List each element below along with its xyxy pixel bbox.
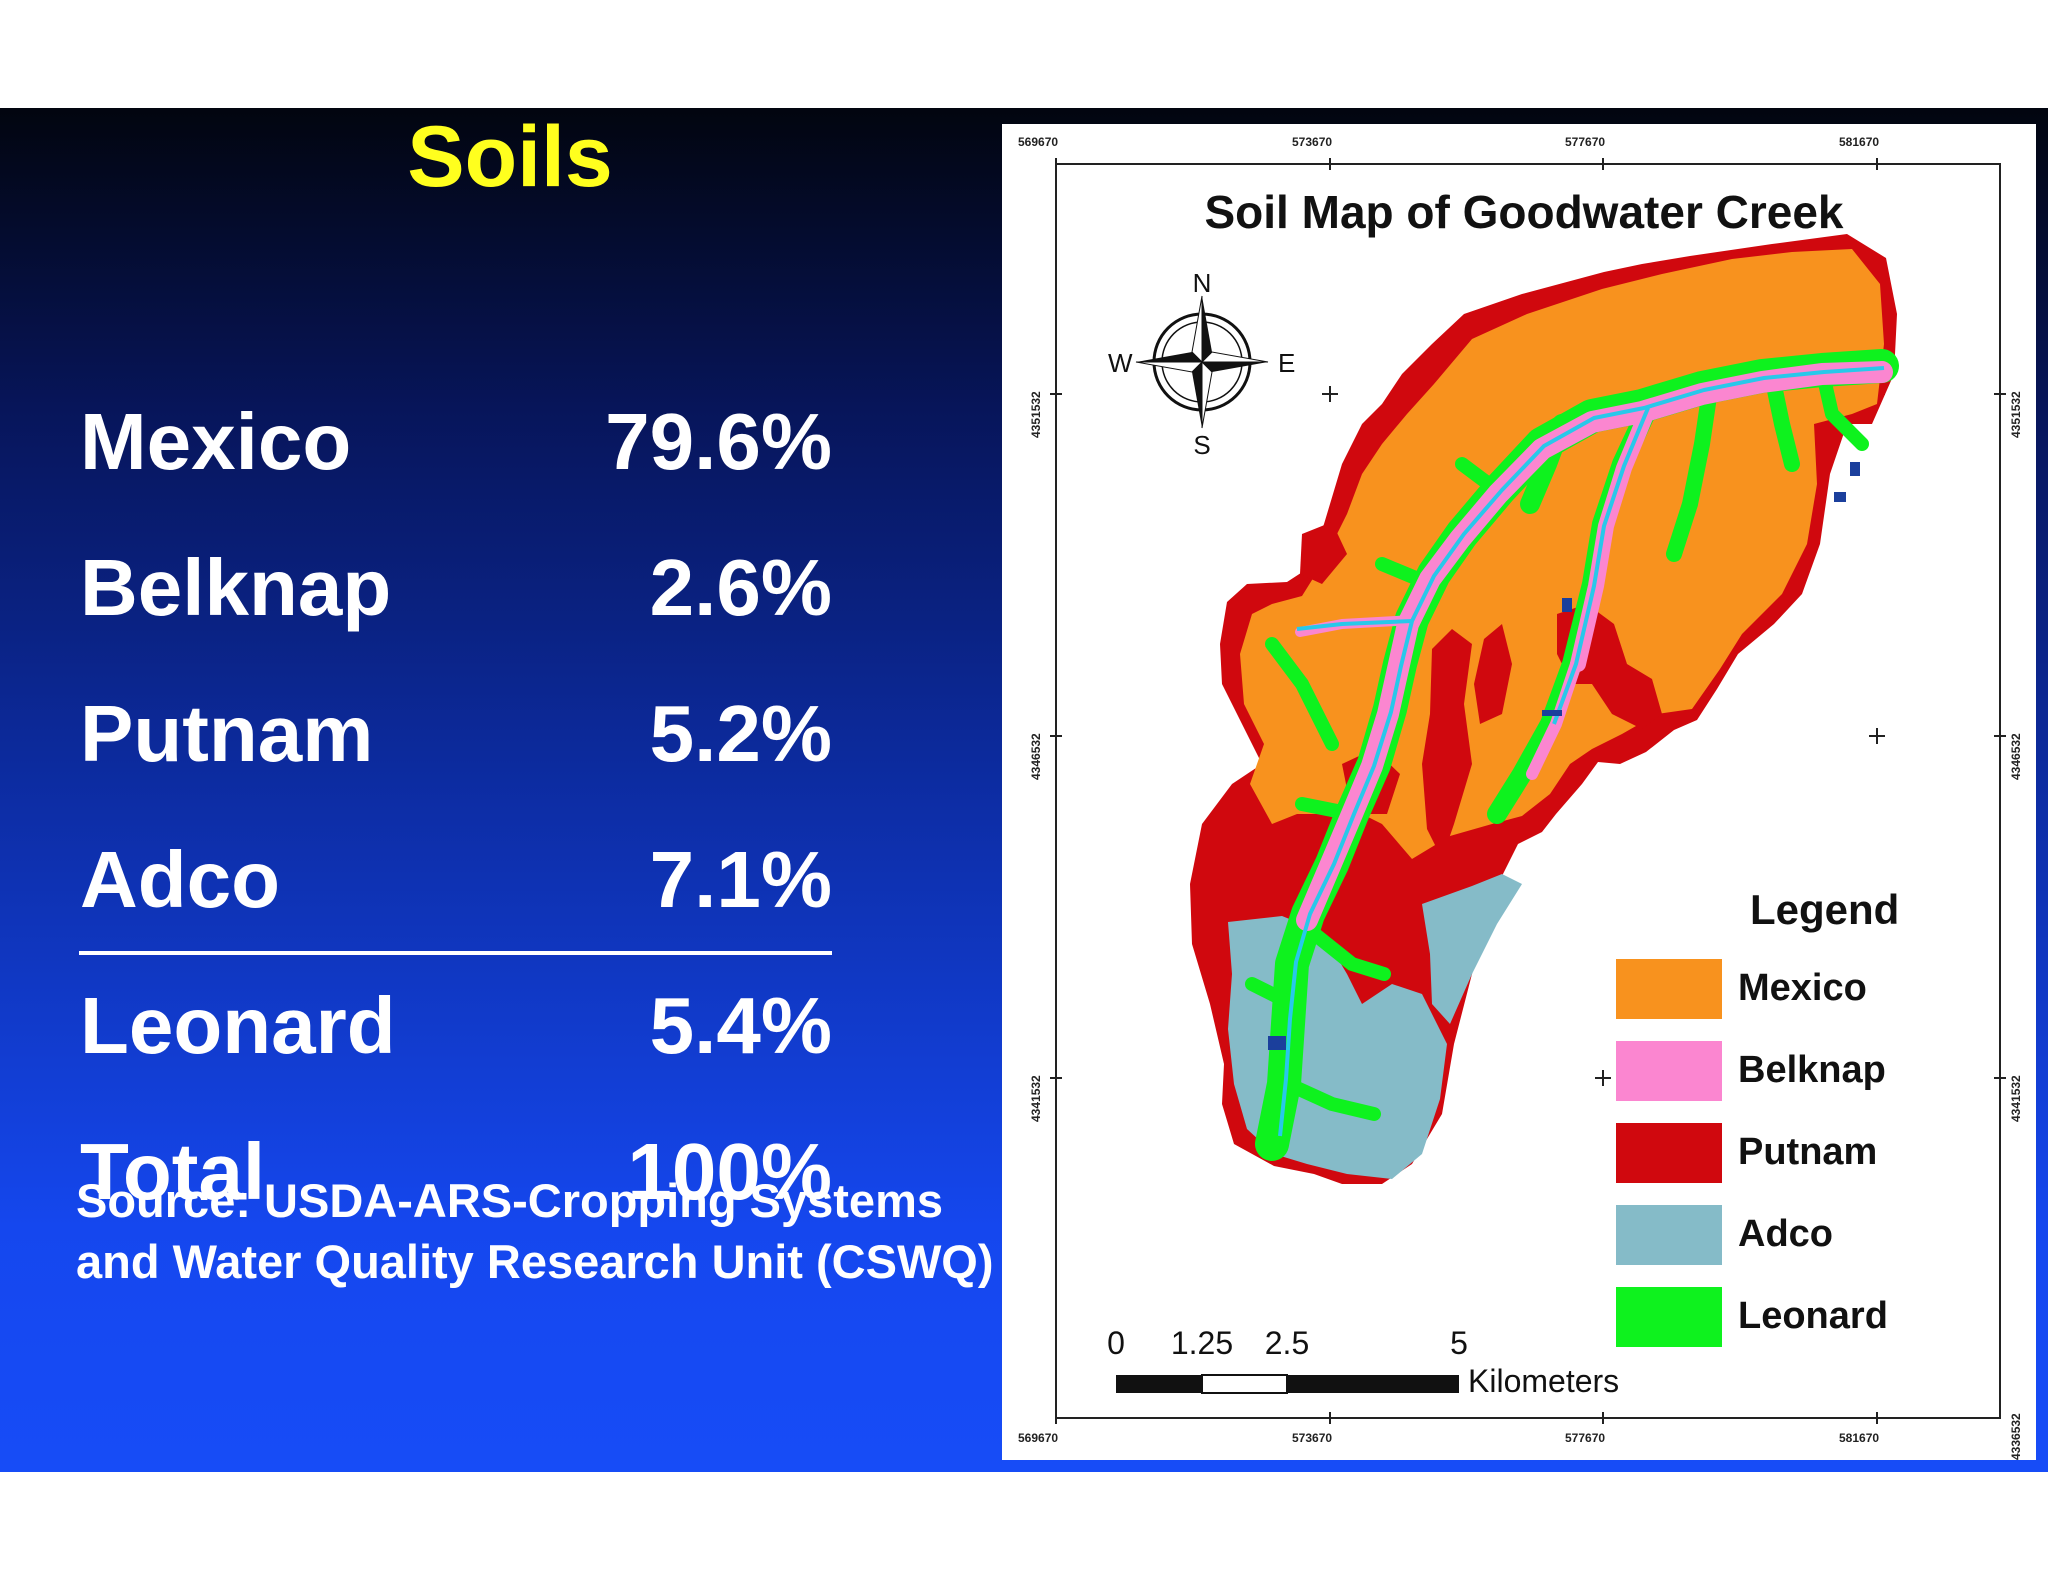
soil-percent-leonard: 5.4% bbox=[649, 981, 832, 1070]
soil-percent-mexico: 79.6% bbox=[605, 397, 832, 486]
soil-percent-total: 100% bbox=[627, 1127, 832, 1216]
scale-unit: Kilometers bbox=[1468, 1363, 1619, 1399]
y-tick-left-2: 4346532 bbox=[1029, 733, 1043, 780]
legend-swatch-belknap bbox=[1616, 1041, 1722, 1101]
legend-label-mexico: Mexico bbox=[1738, 967, 1867, 1009]
legend-swatch-leonard bbox=[1616, 1287, 1722, 1347]
slide-title: Soils bbox=[407, 109, 613, 205]
soil-map: 569670 573670 577670 581670 569670 57367… bbox=[1002, 124, 2036, 1460]
compass-north: N bbox=[1193, 268, 1212, 298]
total-divider bbox=[79, 951, 832, 955]
x-tick-bottom-1: 569670 bbox=[1018, 1431, 1058, 1445]
soil-name-belknap: Belknap bbox=[80, 543, 392, 632]
map-edge-ticks bbox=[1050, 158, 2006, 1424]
legend-swatch-mexico bbox=[1616, 959, 1722, 1019]
legend-label-putnam: Putnam bbox=[1738, 1131, 1877, 1173]
legend-label-adco: Adco bbox=[1738, 1213, 1833, 1255]
soil-name-putnam: Putnam bbox=[80, 689, 374, 778]
legend-label-leonard: Leonard bbox=[1738, 1295, 1888, 1337]
x-tick-top-2: 573670 bbox=[1292, 135, 1332, 149]
soil-name-adco: Adco bbox=[80, 835, 280, 924]
y-tick-left-3: 4341532 bbox=[1029, 1075, 1043, 1122]
x-tick-bottom-4: 581670 bbox=[1839, 1431, 1879, 1445]
x-tick-bottom-3: 577670 bbox=[1565, 1431, 1605, 1445]
map-legend: Legend Mexico Belknap Putnam Adco Leonar… bbox=[1616, 886, 1899, 1347]
legend-swatch-adco bbox=[1616, 1205, 1722, 1265]
soil-name-mexico: Mexico bbox=[80, 397, 352, 486]
y-tick-right-2: 4346532 bbox=[2009, 733, 2023, 780]
adco-strip-east bbox=[1422, 874, 1522, 1024]
x-tick-top-4: 581670 bbox=[1839, 135, 1879, 149]
soil-percent-adco: 7.1% bbox=[649, 835, 832, 924]
putnam-inclusions bbox=[1300, 522, 1662, 859]
y-tick-right-3: 4341532 bbox=[2009, 1075, 2023, 1122]
scale-tick-1-25: 1.25 bbox=[1171, 1325, 1233, 1361]
legend-swatch-putnam bbox=[1616, 1123, 1722, 1183]
compass-south: S bbox=[1193, 430, 1210, 460]
map-neatline bbox=[1055, 163, 2001, 1419]
source-note: Source: USDA-ARS-Cropping Systems and Wa… bbox=[76, 1174, 994, 1288]
water-bodies bbox=[1268, 462, 1860, 1050]
soil-percent-belknap: 2.6% bbox=[649, 543, 832, 632]
legend-label-belknap: Belknap bbox=[1738, 1049, 1886, 1091]
x-tick-top-3: 577670 bbox=[1565, 135, 1605, 149]
y-tick-right-1: 4351532 bbox=[2009, 391, 2023, 438]
y-tick-right-4: 4336532 bbox=[2009, 1413, 2023, 1460]
scale-bar: 0 1.25 2.5 5 Kilometers bbox=[1107, 1325, 1619, 1399]
legend-title: Legend bbox=[1750, 886, 1899, 933]
scale-tick-5: 5 bbox=[1450, 1325, 1468, 1361]
stream-network bbox=[1278, 366, 1885, 1137]
soil-name-total: Total bbox=[80, 1127, 266, 1216]
x-tick-bottom-2: 573670 bbox=[1292, 1431, 1332, 1445]
soil-percent-putnam: 5.2% bbox=[649, 689, 832, 778]
compass-rose: N S E W bbox=[1108, 268, 1295, 460]
y-tick-left-1: 4351532 bbox=[1029, 391, 1043, 438]
x-tick-top-1: 569670 bbox=[1018, 135, 1058, 149]
scale-tick-2-5: 2.5 bbox=[1265, 1325, 1309, 1361]
map-title: Soil Map of Goodwater Creek bbox=[1205, 186, 1844, 238]
soil-name-leonard: Leonard bbox=[80, 981, 396, 1070]
scale-tick-0: 0 bbox=[1107, 1325, 1125, 1361]
compass-west: W bbox=[1108, 348, 1133, 378]
compass-east: E bbox=[1278, 348, 1295, 378]
